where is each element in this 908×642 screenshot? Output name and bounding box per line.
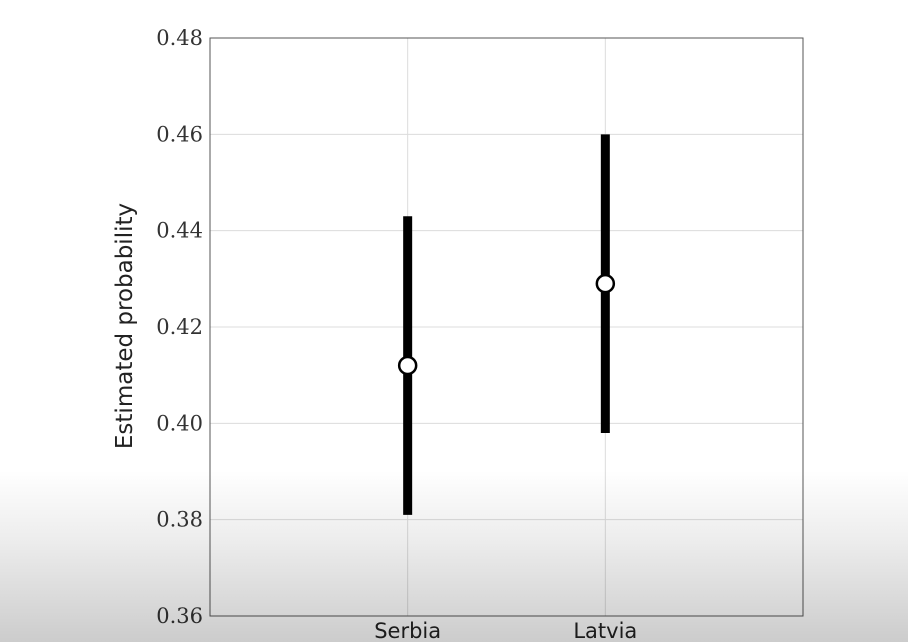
y-tick-label: 0.44 xyxy=(156,219,203,243)
y-tick-label: 0.40 xyxy=(156,411,203,435)
y-tick-label: 0.42 xyxy=(156,315,203,339)
x-tick-label-serbia: Serbia xyxy=(374,619,441,642)
x-tick-labels: Serbia Latvia xyxy=(374,619,637,642)
point-estimates xyxy=(397,273,616,376)
error-bars xyxy=(403,134,610,515)
point-estimate-serbia xyxy=(397,355,418,376)
x-tick-label-latvia: Latvia xyxy=(573,619,637,642)
point-estimate-latvia xyxy=(595,273,616,294)
y-tick-label: 0.38 xyxy=(156,508,203,532)
y-tick-label: 0.46 xyxy=(156,122,203,146)
y-tick-label: 0.48 xyxy=(156,26,203,50)
y-tick-labels: 0.36 0.38 0.40 0.42 0.44 0.46 0.48 xyxy=(156,26,203,628)
y-tick-label: 0.36 xyxy=(156,604,203,628)
plot-frame xyxy=(209,37,804,617)
y-axis-label: Estimated probability xyxy=(112,203,138,449)
gridlines xyxy=(210,37,803,617)
